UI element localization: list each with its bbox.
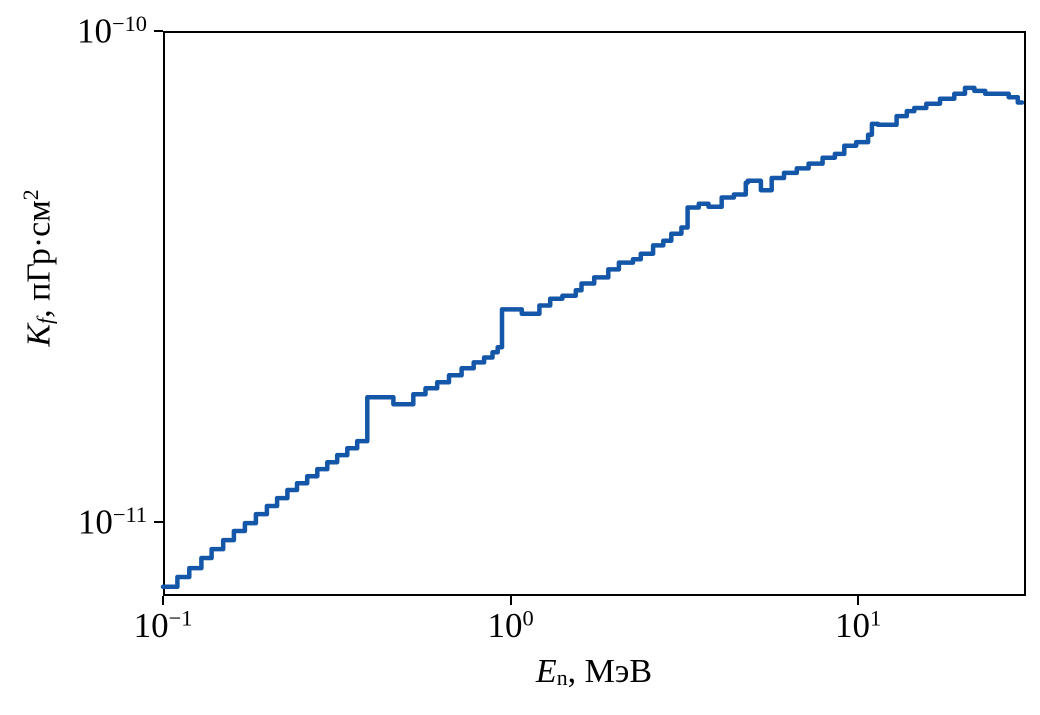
kerma-curve xyxy=(160,85,1025,590)
y-axis-units-exponent: 2 xyxy=(18,189,43,201)
x-tick-label-0.1: 10−1 xyxy=(133,605,193,645)
y-axis-subscript: f xyxy=(33,317,58,324)
tick-base: 10 xyxy=(77,502,113,542)
x-axis-subscript: n xyxy=(556,666,568,691)
x-axis-variable: E xyxy=(535,653,557,690)
x-tick-label-1: 100 xyxy=(487,605,534,645)
x-axis-units: , МэВ xyxy=(567,653,653,690)
y-tick-label-1e-11: 10−11 xyxy=(0,501,147,542)
tick-exponent: 0 xyxy=(522,605,534,631)
y-axis-units: , пГр·см xyxy=(20,200,58,318)
y-axis-label: Kf, пГр·см2 xyxy=(18,189,58,347)
axis-frame xyxy=(163,31,1026,596)
tick-exponent: −1 xyxy=(168,605,193,631)
tick-base: 10 xyxy=(487,606,523,645)
y-tick-label-1e-10: 10−10 xyxy=(0,10,147,51)
tick-base: 10 xyxy=(835,606,871,645)
tick-exponent: 1 xyxy=(870,605,882,631)
x-axis-label: En, МэВ xyxy=(536,653,652,690)
tick-exponent: −11 xyxy=(112,501,147,527)
tick-base: 10 xyxy=(133,606,169,645)
y-axis-variable: K xyxy=(20,323,58,347)
tick-base: 10 xyxy=(76,11,112,51)
x-tick-label-10: 101 xyxy=(835,605,882,645)
tick-exponent: −10 xyxy=(111,10,147,36)
